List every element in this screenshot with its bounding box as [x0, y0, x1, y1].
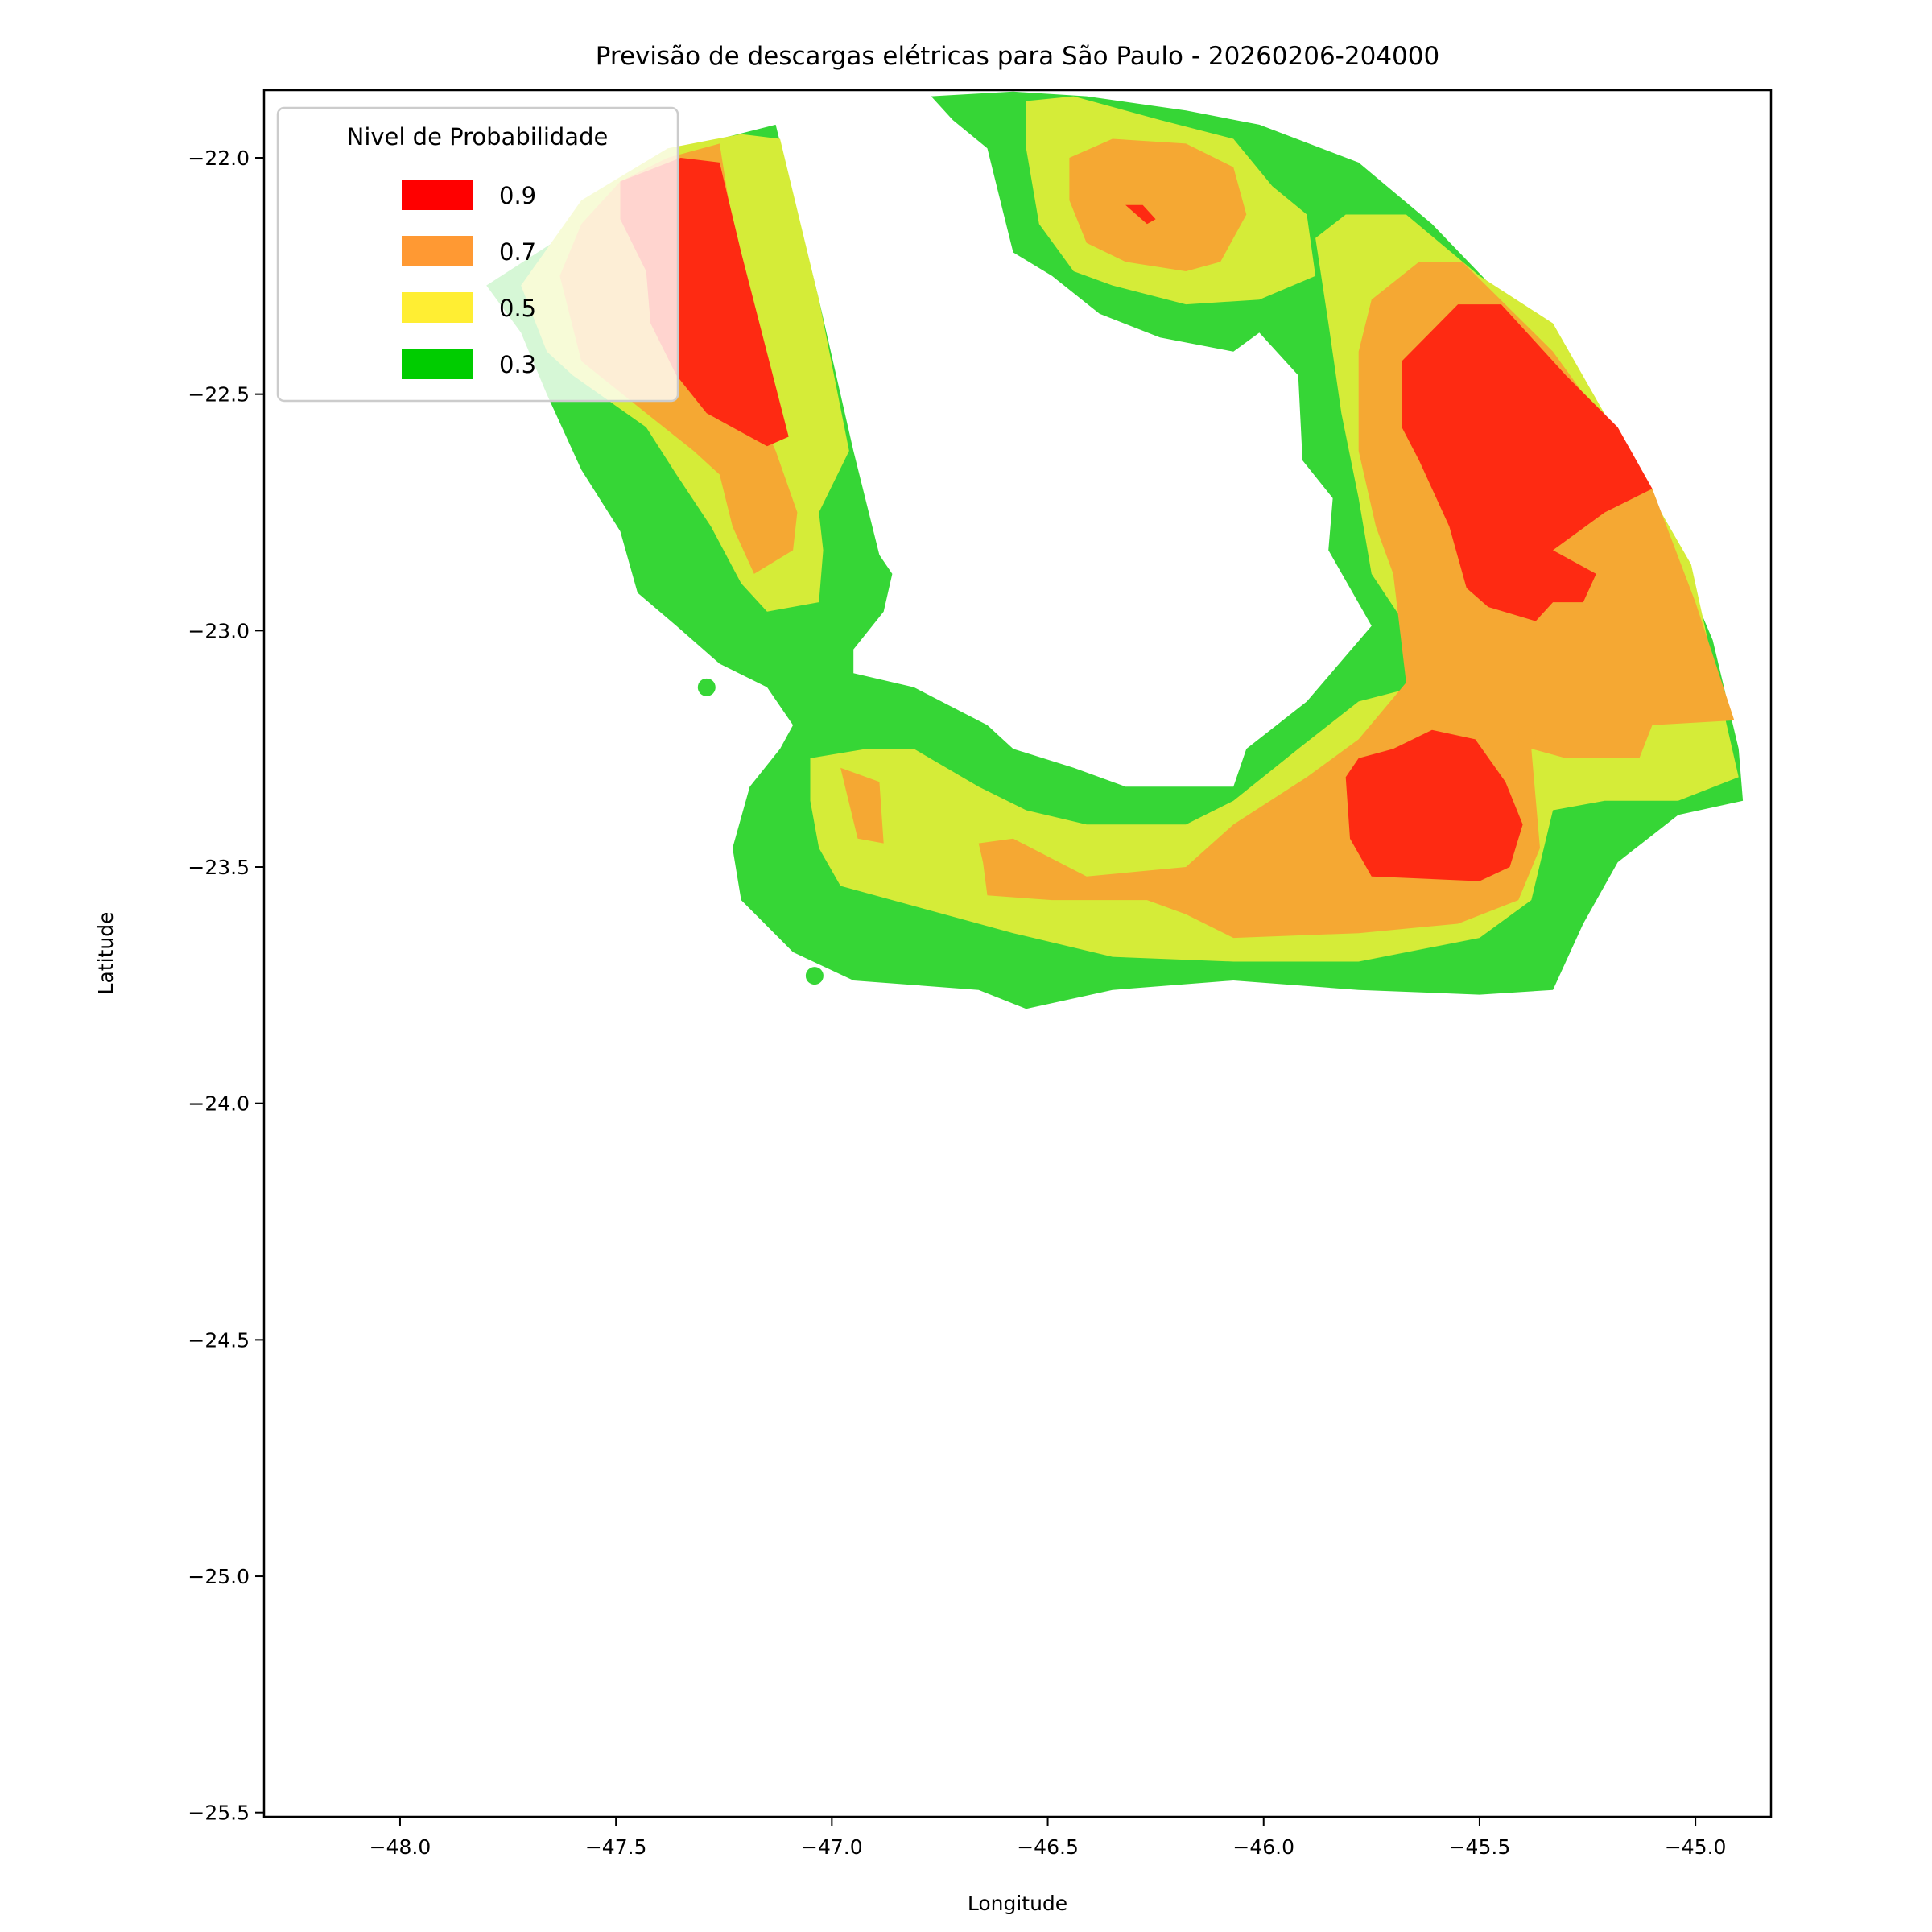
y-tick-label: −22.0	[188, 147, 250, 170]
chart-title: Previsão de descargas elétricas para São…	[596, 42, 1439, 71]
y-axis-label: Latitude	[94, 912, 118, 995]
legend-label: 0.9	[499, 182, 536, 209]
contour-region-0_9	[1402, 304, 1653, 621]
legend-label: 0.7	[499, 238, 536, 266]
x-axis-label: Longitude	[968, 1892, 1067, 1915]
x-tick-label: −47.0	[801, 1835, 863, 1859]
legend-box	[276, 106, 679, 402]
contour-region-0_9	[1345, 729, 1523, 881]
contour-region-0_7	[840, 767, 884, 844]
legend-swatch	[402, 292, 473, 323]
x-tick-label: −45.5	[1449, 1835, 1511, 1859]
legend-title: Nivel de Probabilidade	[347, 123, 609, 151]
contour-spot	[1517, 725, 1536, 744]
x-tick-label: −46.0	[1232, 1835, 1294, 1859]
y-tick-label: −25.0	[188, 1565, 250, 1588]
legend-swatch	[402, 236, 473, 266]
y-tick-label: −24.0	[188, 1092, 250, 1116]
x-tick-label: −47.5	[585, 1835, 647, 1859]
legend: Nivel de Probabilidade 0.9 0.7 0.5 0.3	[276, 106, 679, 402]
y-tick-label: −23.0	[188, 619, 250, 642]
contour-spot	[697, 678, 716, 696]
legend-swatch	[402, 180, 473, 210]
contour-region-0_7	[1069, 138, 1247, 271]
y-tick-label: −25.5	[188, 1802, 250, 1825]
contour-spot	[805, 967, 824, 985]
plot-frame	[262, 89, 1773, 1818]
legend-swatch	[402, 349, 473, 379]
y-tick-label: −24.5	[188, 1328, 250, 1352]
x-axis: −48.0 −47.5 −47.0 −46.5 −46.0 −45.5 −45.0	[369, 1817, 1727, 1859]
x-tick-label: −48.0	[369, 1835, 431, 1859]
x-tick-label: −45.0	[1665, 1835, 1727, 1859]
y-axis: −22.0 −22.5 −23.0 −23.5 −24.0 −24.5 −25.0 −25.5	[188, 147, 264, 1825]
y-tick-label: −22.5	[188, 383, 250, 407]
contour-region-0_9	[1125, 204, 1156, 225]
y-tick-label: −23.5	[188, 856, 250, 879]
legend-label: 0.3	[499, 351, 536, 378]
legend-label: 0.5	[499, 295, 536, 322]
x-tick-label: −46.5	[1017, 1835, 1079, 1859]
